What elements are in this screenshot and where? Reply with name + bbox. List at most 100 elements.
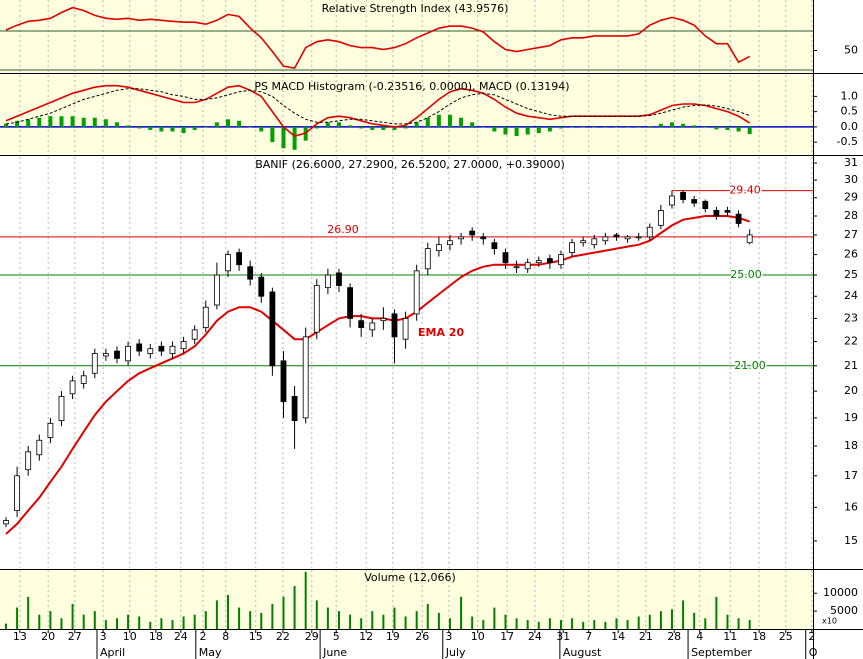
x-tick-label: 3 <box>100 630 107 643</box>
marks: 29.40 26.90 25.00 21.00 EMA 20 <box>0 6 813 629</box>
y-tick-label: 22 <box>844 335 858 348</box>
candle-body <box>258 276 265 297</box>
x-tick-label: 29 <box>305 630 319 643</box>
volume-bar <box>271 603 274 629</box>
histogram-bar <box>403 126 408 129</box>
price-title: BANIF (26.6000, 27.2900, 26.5200, 27.000… <box>255 158 565 171</box>
candle-body <box>125 345 131 362</box>
volume-bar <box>515 618 518 629</box>
candle-body <box>380 318 387 322</box>
month-label: September <box>691 646 752 659</box>
grid <box>19 0 813 629</box>
histogram-bar <box>658 123 663 127</box>
histogram-bar <box>681 123 686 127</box>
volume-bar <box>726 614 729 629</box>
candle-body <box>480 236 487 240</box>
volume-bar <box>382 614 385 629</box>
candle-body <box>280 360 287 403</box>
volume-bar <box>193 614 196 629</box>
candle-body <box>724 210 731 213</box>
x-tick-label: 31 <box>556 630 570 643</box>
histogram-bar <box>292 126 297 150</box>
volume-bar <box>204 611 207 629</box>
candle-body <box>102 353 109 357</box>
candle-body <box>358 320 365 328</box>
y-tick-label: 10000 <box>823 586 858 599</box>
x-tick-label: 24 <box>174 630 188 643</box>
candle-body <box>713 210 720 217</box>
x-tick-label: 5 <box>333 630 340 643</box>
volume-bar <box>293 586 296 629</box>
candle-body <box>114 350 120 359</box>
volume-bar <box>448 618 451 629</box>
y-tick-label: 25 <box>844 268 858 281</box>
histogram-bar <box>703 126 708 128</box>
volume-bar <box>637 616 640 629</box>
histogram-bar <box>314 126 319 129</box>
x-tick-label: 21 <box>639 630 653 643</box>
volume-bar <box>104 620 107 629</box>
y-tick-label: -0.5 <box>837 135 858 148</box>
y-tick-label: 23 <box>844 311 858 324</box>
histogram-bar <box>170 126 175 132</box>
candle-body <box>313 285 320 333</box>
y-tick-label: 0.5 <box>841 105 859 118</box>
y-tick-label: 18 <box>844 439 858 452</box>
volume-bar <box>426 603 429 629</box>
candle-body <box>58 395 65 422</box>
histogram-bar <box>37 117 42 127</box>
candle-body <box>47 422 54 438</box>
histogram-bar <box>26 119 31 127</box>
candle-body <box>657 210 664 226</box>
volume-bar <box>249 611 252 629</box>
volume-bar <box>16 607 19 629</box>
histogram-bar <box>536 126 541 134</box>
histogram-bar <box>447 114 452 127</box>
histogram-bar <box>370 126 375 130</box>
histogram-bar <box>325 122 330 127</box>
volume-bar <box>415 611 418 629</box>
candle-body <box>336 272 342 286</box>
candle-body <box>435 244 442 251</box>
candle-body <box>469 230 476 236</box>
candle-body <box>136 343 143 352</box>
month-label: June <box>322 646 347 659</box>
y-tick-label: 50 <box>844 44 858 57</box>
volume-bar <box>393 607 396 629</box>
x-tick-label: 28 <box>667 630 681 643</box>
series-line <box>5 88 750 125</box>
histogram-bar <box>281 126 286 149</box>
histogram-bar <box>15 120 20 127</box>
month-label: August <box>563 646 602 659</box>
histogram-bar <box>359 126 364 129</box>
volume-bar <box>226 595 229 629</box>
series-label: EMA 20 <box>418 326 464 339</box>
candle-body <box>236 252 242 266</box>
histogram-bar <box>547 126 552 132</box>
histogram-bar <box>503 126 508 135</box>
histogram-bar <box>70 116 75 127</box>
histogram-bar <box>625 126 630 128</box>
x-tick-label: 25 <box>779 630 793 643</box>
candle-body <box>447 240 453 246</box>
volume-bar <box>282 596 285 629</box>
volume-bar <box>615 618 618 629</box>
candle-body <box>646 226 653 238</box>
candle-body <box>458 236 464 240</box>
histogram-bar <box>181 126 186 134</box>
histogram-bar <box>592 126 597 128</box>
histogram-bar <box>237 120 242 127</box>
candle-body <box>624 236 631 240</box>
x-tick-label: 7 <box>585 630 592 643</box>
histogram-bar <box>126 125 131 127</box>
volume-bar <box>404 616 407 629</box>
candle-body <box>691 199 698 204</box>
histogram-bar <box>114 122 119 127</box>
volume-bar <box>682 600 685 629</box>
volume-bar <box>537 621 540 629</box>
histogram-bar <box>381 126 386 130</box>
volume-bar <box>38 614 41 629</box>
candle-body <box>558 254 564 266</box>
histogram-bar <box>3 123 8 127</box>
volume-bar <box>82 614 85 629</box>
